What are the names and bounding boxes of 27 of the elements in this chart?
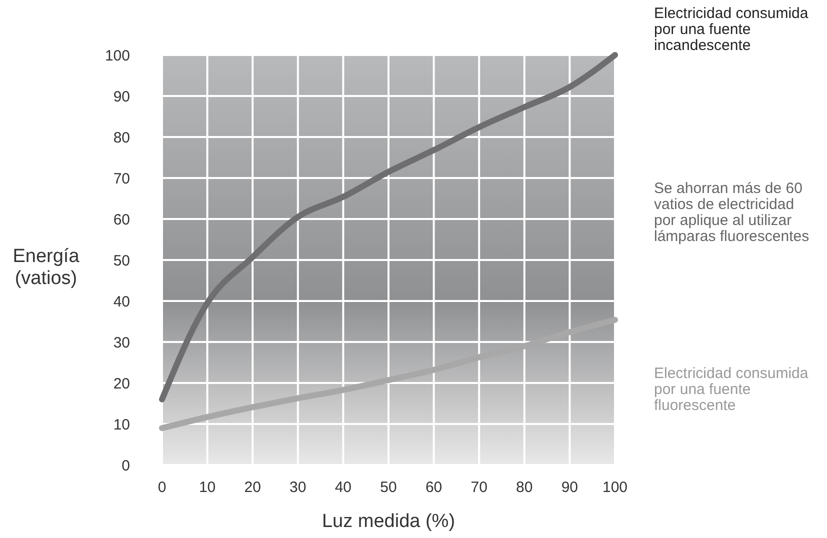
x-tick-label: 70 — [470, 479, 488, 496]
x-tick-label: 50 — [380, 479, 397, 496]
y-tick-label: 20 — [113, 375, 130, 392]
y-tick-label: 50 — [113, 252, 130, 270]
x-tick-label: 0 — [158, 479, 166, 496]
y-tick-label: 40 — [113, 293, 130, 310]
x-tick-label: 20 — [244, 479, 261, 496]
x-tick-label: 60 — [425, 479, 442, 496]
text: Electricidad consumida por una fuente incandescente — [654, 5, 809, 54]
y-tick-label: 30 — [113, 334, 130, 352]
y-tick-label: 100 — [104, 47, 130, 64]
y-tick-label: 80 — [113, 129, 130, 146]
y-tick-label: 90 — [113, 88, 130, 106]
x-tick-label: 30 — [290, 479, 306, 496]
y-axis-title: Energía (vatios) — [12, 246, 80, 289]
y-tick-label: 0 — [122, 457, 130, 474]
text: Se ahorran más de 60 vatios de electricidad por aplique al utilizar lámparas fluorescentes — [654, 180, 810, 245]
y-tick-label: 10 — [113, 416, 130, 434]
x-tick-label: 10 — [198, 479, 216, 496]
x-tick-label: 40 — [334, 479, 352, 496]
x-tick-label: 90 — [561, 479, 578, 496]
x-tick-label: 80 — [516, 479, 533, 496]
text: Electricidad consumida por una fuente fluorescente — [654, 365, 809, 414]
x-axis-title: Luz medida (%) — [322, 511, 456, 532]
y-tick-label: 60 — [113, 211, 130, 228]
x-tick-label: 100 — [602, 479, 628, 496]
y-tick-label: 70 — [113, 170, 130, 188]
